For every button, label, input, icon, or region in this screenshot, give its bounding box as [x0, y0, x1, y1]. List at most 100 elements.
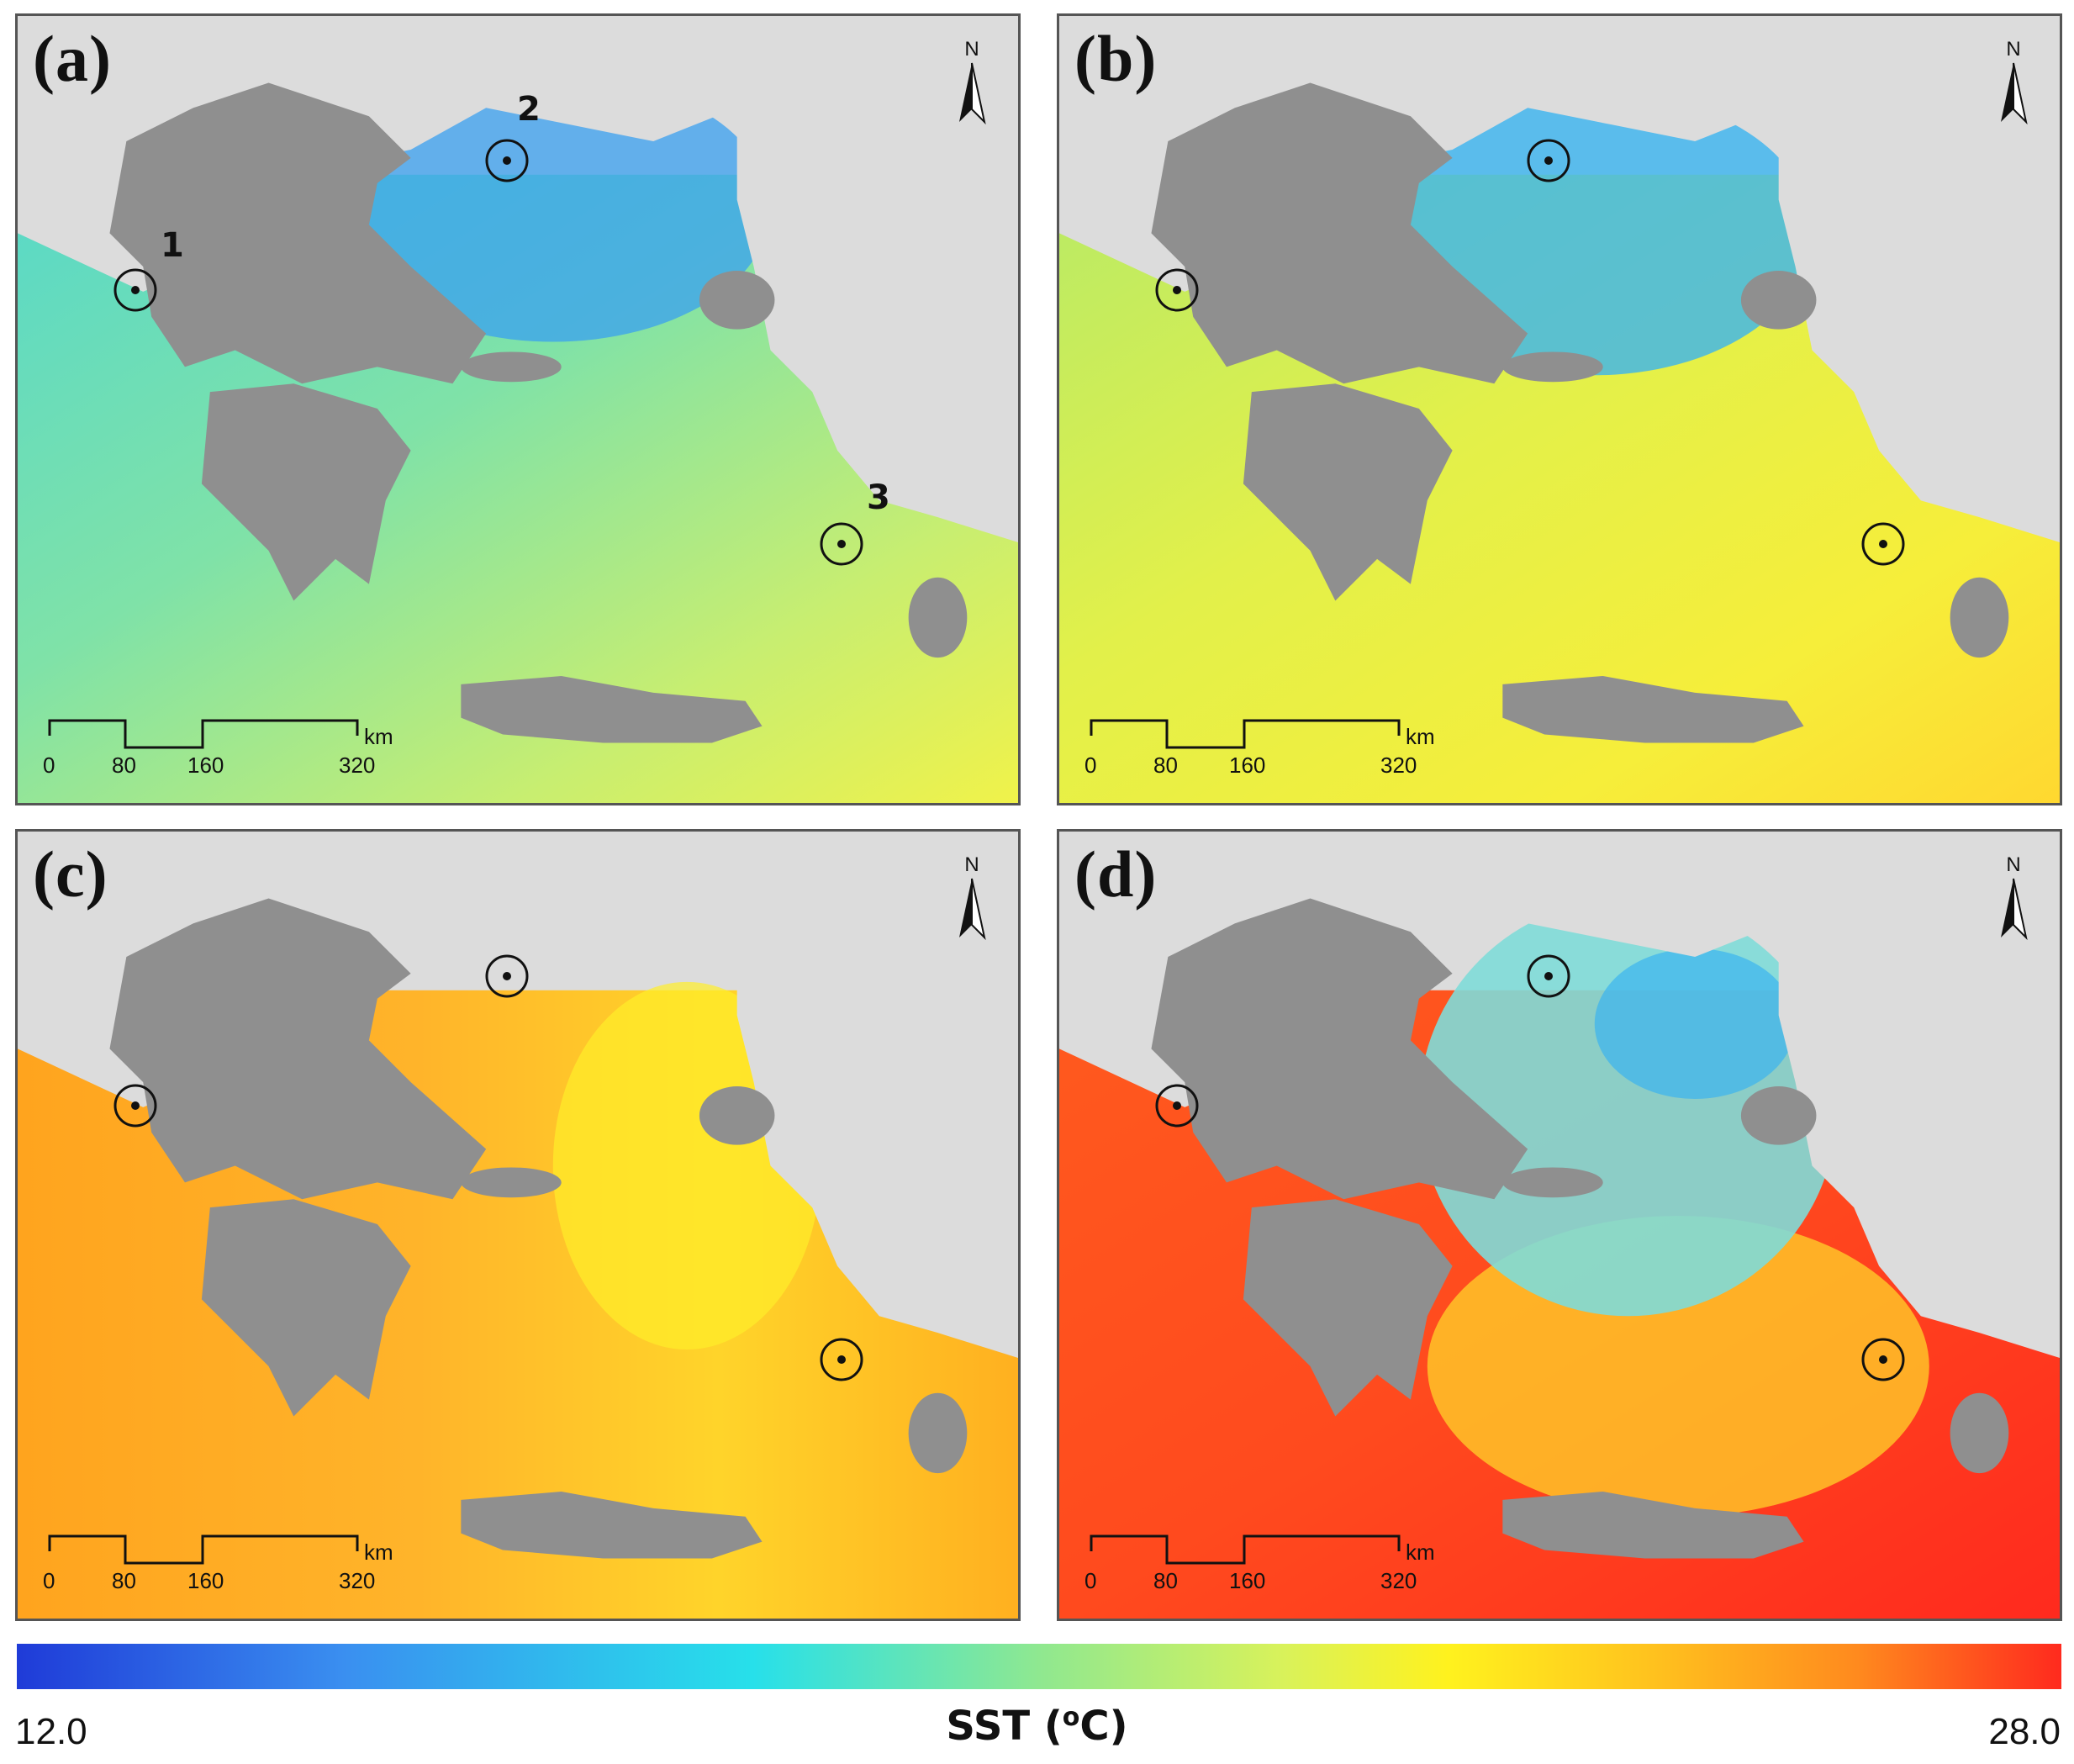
colorbar-max-label: 28.0	[1988, 1711, 2061, 1752]
scale-tick-80: 80	[1153, 1568, 1178, 1593]
land-peloponnese	[1243, 1199, 1453, 1417]
colorbar-title-text: SST (	[946, 1703, 1063, 1750]
colorbar	[17, 1644, 2061, 1689]
scale-tick-160: 160	[187, 1568, 224, 1593]
scale-tick-0: 0	[43, 1568, 55, 1593]
land-peloponnese	[1243, 383, 1453, 601]
island-rhodes	[908, 577, 968, 658]
map-d	[1059, 832, 2060, 1619]
island-evia	[1502, 1167, 1603, 1198]
north-arrow: N	[1984, 38, 2043, 130]
island-lesvos	[699, 271, 775, 330]
land-turkey	[736, 32, 1018, 542]
island-lesvos	[699, 1086, 775, 1145]
scale-tick-0: 0	[1084, 753, 1097, 778]
north-arrow-icon	[959, 878, 986, 941]
map-c	[18, 832, 1018, 1619]
scale-bar-graphic	[1090, 719, 1401, 749]
scale-bar: 0 80 160 320 km	[43, 1534, 443, 1602]
land-peloponnese	[201, 1199, 411, 1417]
scale-bar: 0 80 160 320 km	[43, 719, 443, 786]
island-rhodes	[1950, 577, 2009, 658]
station-label-3: 3	[867, 478, 890, 517]
scale-unit: km	[1406, 1540, 1435, 1565]
land-greece	[1151, 898, 1528, 1200]
land-crete	[1502, 675, 1804, 743]
scale-tick-320: 320	[339, 1568, 376, 1593]
north-aegean-cold	[335, 74, 771, 342]
station-label-2: 2	[517, 90, 541, 129]
north-letter: N	[964, 853, 979, 876]
colorbar-title-degree: o	[1062, 1703, 1080, 1732]
land-greece	[1151, 82, 1528, 384]
north-letter: N	[2006, 853, 2021, 876]
map-panel-d: (d) N 0 80 160 320 km	[1057, 829, 2062, 1621]
island-evia	[1502, 351, 1603, 383]
scale-bar-graphic	[1090, 1534, 1401, 1565]
north-letter: N	[2006, 38, 2021, 61]
scale-bar-graphic	[48, 1534, 359, 1565]
scale-tick-160: 160	[187, 753, 224, 778]
north-letter: N	[964, 38, 979, 61]
north-arrow: N	[1984, 853, 2043, 946]
station-marker-1	[113, 268, 157, 312]
panel-label: (d)	[1074, 837, 1158, 911]
map-a	[18, 16, 1018, 803]
station-marker-1	[1155, 1084, 1199, 1128]
island-lesvos	[1740, 1086, 1817, 1145]
station-marker-2	[1527, 139, 1570, 182]
north-arrow-icon	[959, 62, 986, 125]
map-b	[1059, 16, 2060, 803]
station-marker-2	[485, 139, 529, 182]
station-label-1: 1	[161, 226, 184, 265]
panel-label: (c)	[33, 837, 108, 911]
north-aegean-cold	[1594, 948, 1796, 1099]
map-panel-b: (b) N 0 80 160 320 km	[1057, 13, 2062, 805]
station-marker-3	[1861, 522, 1905, 566]
station-marker-2	[1527, 954, 1570, 998]
land-turkey	[1778, 32, 2060, 542]
scale-tick-320: 320	[1380, 753, 1417, 778]
station-marker-3	[1861, 1338, 1905, 1381]
station-marker-1	[1155, 268, 1199, 312]
map-panel-c: (c) N 0 80 160 320 km	[15, 829, 1021, 1621]
colorbar-title: SST (oC)	[0, 1703, 2074, 1750]
scale-tick-0: 0	[43, 753, 55, 778]
panel-label: (b)	[1074, 22, 1158, 95]
scale-tick-320: 320	[1380, 1568, 1417, 1593]
scale-unit: km	[364, 1540, 393, 1565]
land-turkey	[736, 848, 1018, 1358]
scale-tick-160: 160	[1229, 753, 1266, 778]
scale-tick-80: 80	[112, 753, 136, 778]
scale-bar: 0 80 160 320 km	[1084, 1534, 1485, 1602]
scale-unit: km	[1406, 724, 1435, 749]
station-marker-3	[820, 1338, 863, 1381]
north-arrow-icon	[2001, 878, 2028, 941]
north-arrow-icon	[2001, 62, 2028, 125]
scale-tick-320: 320	[339, 753, 376, 778]
island-evia	[461, 351, 562, 383]
scale-bar-graphic	[48, 719, 359, 749]
panel-label: (a)	[33, 22, 112, 95]
island-evia	[461, 1167, 562, 1198]
scale-tick-160: 160	[1229, 1568, 1266, 1593]
land-crete	[461, 1491, 763, 1559]
scale-unit: km	[364, 724, 393, 749]
north-arrow: N	[942, 38, 1001, 130]
land-peloponnese	[201, 383, 411, 601]
scale-bar: 0 80 160 320 km	[1084, 719, 1485, 786]
map-panel-a: (a) N 0 80 160 320 km 1 2 3	[15, 13, 1021, 805]
land-crete	[461, 675, 763, 743]
station-marker-2	[485, 954, 529, 998]
land-crete	[1502, 1491, 1804, 1559]
island-lesvos	[1740, 271, 1817, 330]
land-turkey	[1778, 848, 2060, 1358]
scale-tick-80: 80	[112, 1568, 136, 1593]
station-marker-1	[113, 1084, 157, 1128]
land-greece	[109, 898, 487, 1200]
island-rhodes	[908, 1392, 968, 1474]
scale-tick-80: 80	[1153, 753, 1178, 778]
colorbar-title-unit: C)	[1079, 1703, 1128, 1750]
station-marker-3	[820, 522, 863, 566]
north-arrow: N	[942, 853, 1001, 946]
